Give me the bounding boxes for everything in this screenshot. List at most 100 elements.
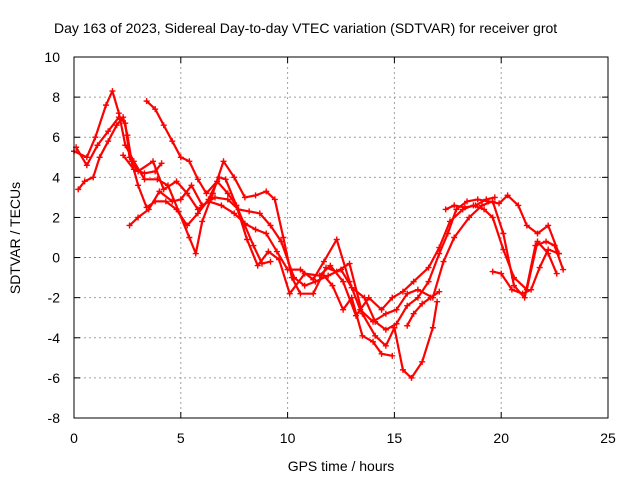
data-point-marker	[284, 266, 291, 273]
data-point-marker	[414, 286, 421, 293]
series-track-7	[320, 272, 396, 359]
data-point-marker	[254, 262, 261, 269]
data-point-marker	[425, 264, 432, 271]
data-point-marker	[434, 298, 441, 305]
plot-frame	[73, 56, 609, 419]
data-point-marker	[267, 258, 274, 265]
data-point-marker	[152, 106, 159, 113]
data-point-marker	[474, 196, 481, 203]
data-point-marker	[436, 250, 443, 257]
data-point-marker	[545, 246, 552, 253]
data-point-marker	[481, 206, 488, 213]
data-point-marker	[399, 288, 406, 295]
chart-title: Day 163 of 2023, Sidereal Day-to-day VTE…	[54, 20, 557, 36]
x-tick-label: 15	[387, 430, 403, 446]
data-point-marker	[464, 198, 471, 205]
data-point-marker	[393, 320, 400, 327]
data-point-marker	[233, 202, 240, 209]
data-point-marker	[301, 270, 308, 277]
data-point-marker	[218, 202, 225, 209]
series-trace	[75, 116, 565, 323]
data-point-marker	[346, 260, 353, 267]
data-point-marker	[382, 310, 389, 317]
data-point-marker	[184, 222, 191, 229]
data-point-marker	[177, 196, 184, 203]
series-track-1	[71, 88, 441, 381]
data-point-marker	[404, 290, 411, 297]
data-point-marker	[199, 218, 206, 225]
data-point-marker	[461, 204, 468, 211]
series-trace	[322, 274, 394, 357]
data-point-marker	[382, 342, 389, 349]
data-point-marker	[194, 176, 201, 183]
data-point-marker	[90, 174, 97, 181]
data-point-marker	[143, 98, 150, 105]
series-track-10	[442, 194, 498, 213]
data-point-marker	[301, 282, 308, 289]
data-point-marker	[329, 282, 336, 289]
data-point-marker	[483, 196, 490, 203]
data-point-marker	[498, 270, 505, 277]
data-point-marker	[545, 222, 552, 229]
data-point-marker	[508, 286, 515, 293]
data-point-marker	[504, 192, 511, 199]
data-point-marker	[511, 282, 518, 289]
data-point-marker	[105, 138, 112, 145]
data-point-marker	[135, 214, 142, 221]
data-point-marker	[320, 258, 327, 265]
data-point-marker	[286, 290, 293, 297]
data-point-marker	[150, 158, 157, 165]
data-point-marker	[258, 260, 265, 267]
data-point-marker	[160, 122, 167, 129]
data-point-marker	[489, 214, 496, 221]
data-point-marker	[348, 284, 355, 291]
data-point-marker	[280, 234, 287, 241]
data-point-marker	[113, 122, 120, 129]
data-point-marker	[156, 188, 163, 195]
data-point-marker	[312, 278, 319, 285]
data-point-marker	[534, 230, 541, 237]
data-point-marker	[444, 230, 451, 237]
data-point-marker	[126, 222, 133, 229]
data-point-marker	[536, 264, 543, 271]
data-point-marker	[186, 158, 193, 165]
data-point-marker	[340, 278, 347, 285]
data-point-marker	[241, 194, 248, 201]
data-point-marker	[224, 196, 231, 203]
y-tick-label: 6	[52, 129, 60, 145]
series-track-6	[120, 152, 165, 177]
x-tick-label: 5	[177, 430, 185, 446]
data-point-marker	[222, 176, 229, 183]
data-point-marker	[425, 278, 432, 285]
data-point-marker	[333, 236, 340, 243]
data-point-marker	[103, 102, 110, 109]
data-point-marker	[389, 352, 396, 359]
data-point-marker	[521, 294, 528, 301]
data-point-marker	[75, 186, 82, 193]
data-point-marker	[278, 238, 285, 245]
data-point-marker	[534, 238, 541, 245]
data-point-marker	[192, 250, 199, 257]
data-point-marker	[320, 272, 327, 279]
grid-lines	[74, 57, 608, 418]
axis-ticks: 0 5 10 15 20 25 -8 -6 -4 -2 0 2 4 6 8 10	[44, 49, 616, 446]
data-point-marker	[378, 306, 385, 313]
data-point-marker	[244, 236, 251, 243]
y-tick-label: 2	[52, 209, 60, 225]
data-point-marker	[273, 248, 280, 255]
data-point-marker	[404, 322, 411, 329]
data-point-marker	[145, 206, 152, 213]
y-tick-label: 4	[52, 169, 60, 185]
data-point-marker	[297, 266, 304, 273]
data-point-marker	[162, 198, 169, 205]
data-series-group	[71, 88, 567, 381]
data-point-marker	[120, 152, 127, 159]
data-point-marker	[560, 266, 567, 273]
data-point-marker	[348, 294, 355, 301]
data-point-marker	[472, 202, 479, 209]
data-point-marker	[500, 230, 507, 237]
data-point-marker	[523, 222, 530, 229]
data-point-marker	[92, 134, 99, 141]
data-point-marker	[429, 324, 436, 331]
y-tick-label: 10	[44, 49, 60, 65]
